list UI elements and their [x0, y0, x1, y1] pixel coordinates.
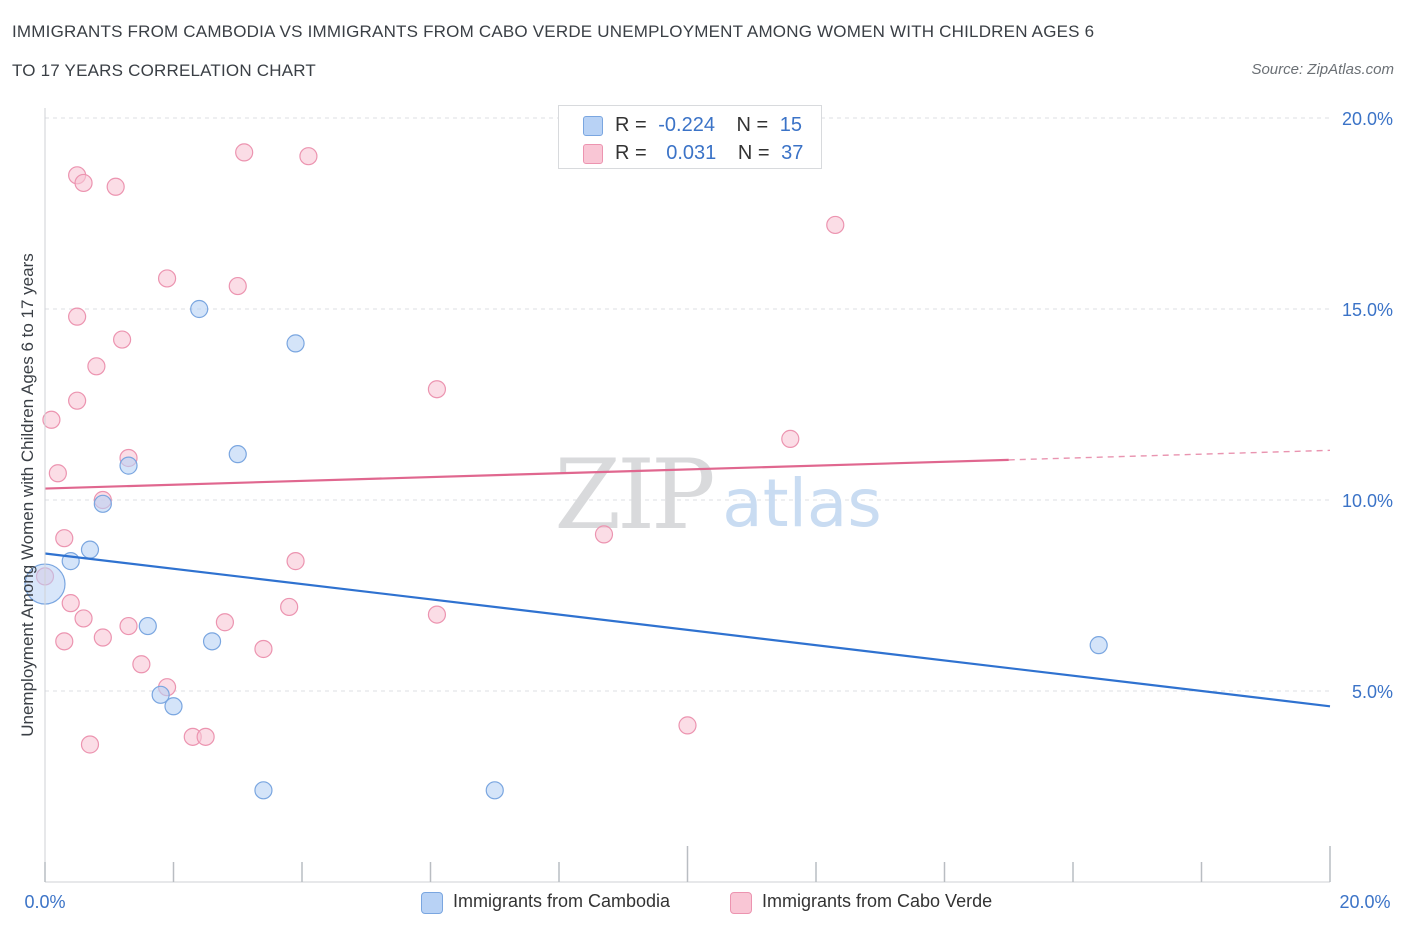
trend-layer [44, 449, 1331, 708]
watermark-zip: ZIP [554, 439, 713, 551]
axis-layer: 5.0% 10.0% 15.0% 20.0% 0.0% 20.0% [24, 108, 1393, 912]
n-value: 37 [781, 142, 804, 164]
caboverde-point [826, 215, 845, 235]
caboverde-trend-line [44, 458, 1009, 490]
caboverde-point [196, 727, 215, 746]
caboverde-point [235, 143, 254, 162]
caboverde-point [68, 307, 87, 326]
n-value: 15 [779, 114, 803, 136]
cambodia-point [164, 697, 183, 716]
caboverde-point [254, 639, 273, 659]
caboverde-point [228, 276, 247, 296]
cambodia-trend-line [44, 552, 1331, 708]
caboverde-point [42, 410, 61, 429]
caboverde-point [48, 464, 67, 483]
cambodia-point [228, 445, 247, 464]
r-value: -0.224 [658, 114, 715, 136]
source-label: Source: ZipAtlas.com [1251, 61, 1394, 78]
caboverde-point [93, 628, 112, 647]
n-label: N = [736, 114, 769, 136]
caboverde-point [87, 357, 106, 376]
caboverde-point [112, 330, 132, 349]
caboverde-point [280, 597, 299, 617]
cambodia-legend-swatch [421, 892, 443, 914]
n-label: N = [737, 142, 770, 164]
caboverde-point [427, 605, 447, 624]
caboverde-point [427, 380, 447, 399]
grid-layer [45, 117, 1330, 692]
caboverde-point [119, 616, 138, 636]
r-label: R = [615, 114, 647, 136]
cambodia-point [485, 781, 504, 800]
cambodia-point [1089, 636, 1108, 655]
caboverde-point [299, 147, 318, 166]
cambodia-point [93, 494, 112, 513]
cambodia-legend-label: Immigrants from Cambodia [453, 891, 671, 911]
watermark: ZIP atlas [554, 439, 881, 551]
caboverde-point [55, 529, 74, 548]
chart-title-line-2: TO 17 YEARS CORRELATION CHART [12, 61, 317, 80]
x-tick-label: 20.0% [1339, 892, 1390, 912]
caboverde-point [132, 655, 151, 674]
caboverde-point [55, 632, 74, 651]
caboverde-point [157, 269, 177, 288]
y-axis-label: Unemployment Among Women with Children A… [18, 253, 37, 737]
cambodia-point [190, 299, 209, 319]
caboverde-point [68, 391, 87, 410]
watermark-atlas: atlas [722, 465, 882, 542]
y-tick-label: 10.0% [1342, 491, 1393, 511]
caboverde-point [286, 552, 305, 571]
caboverde-point [74, 609, 93, 628]
r-value: 0.031 [666, 142, 717, 164]
y-tick-label: 5.0% [1352, 682, 1393, 702]
y-tick-label: 20.0% [1342, 109, 1393, 129]
cambodia-point [119, 456, 138, 475]
caboverde-point [61, 594, 80, 613]
cambodia-point [202, 632, 222, 651]
caboverde-trend-line-extension [1008, 449, 1331, 461]
cambodia-swatch [583, 116, 603, 136]
caboverde-point [781, 429, 800, 448]
caboverde-point [74, 173, 93, 193]
caboverde-legend-label: Immigrants from Cabo Verde [762, 891, 993, 911]
x-tick-label: 0.0% [24, 892, 65, 912]
y-tick-label: 15.0% [1342, 300, 1393, 320]
caboverde-point [80, 735, 100, 754]
caboverde-legend-swatch [730, 892, 752, 914]
stats-legend: R = -0.224 N = 15 R = 0.031 N = 37 [558, 105, 822, 169]
cambodia-point [151, 685, 170, 704]
chart-title-line-1: IMMIGRANTS FROM CAMBODIA VS IMMIGRANTS F… [12, 22, 1095, 41]
cambodia-point [286, 334, 305, 353]
caboverde-point [215, 613, 234, 632]
cambodia-point [138, 616, 157, 636]
r-label: R = [615, 142, 647, 164]
cambodia-point [80, 540, 100, 559]
caboverde-point [594, 525, 614, 544]
cambodia-point [254, 781, 273, 800]
caboverde-point [678, 716, 697, 735]
caboverde-swatch [583, 144, 603, 164]
caboverde-point [106, 177, 125, 196]
